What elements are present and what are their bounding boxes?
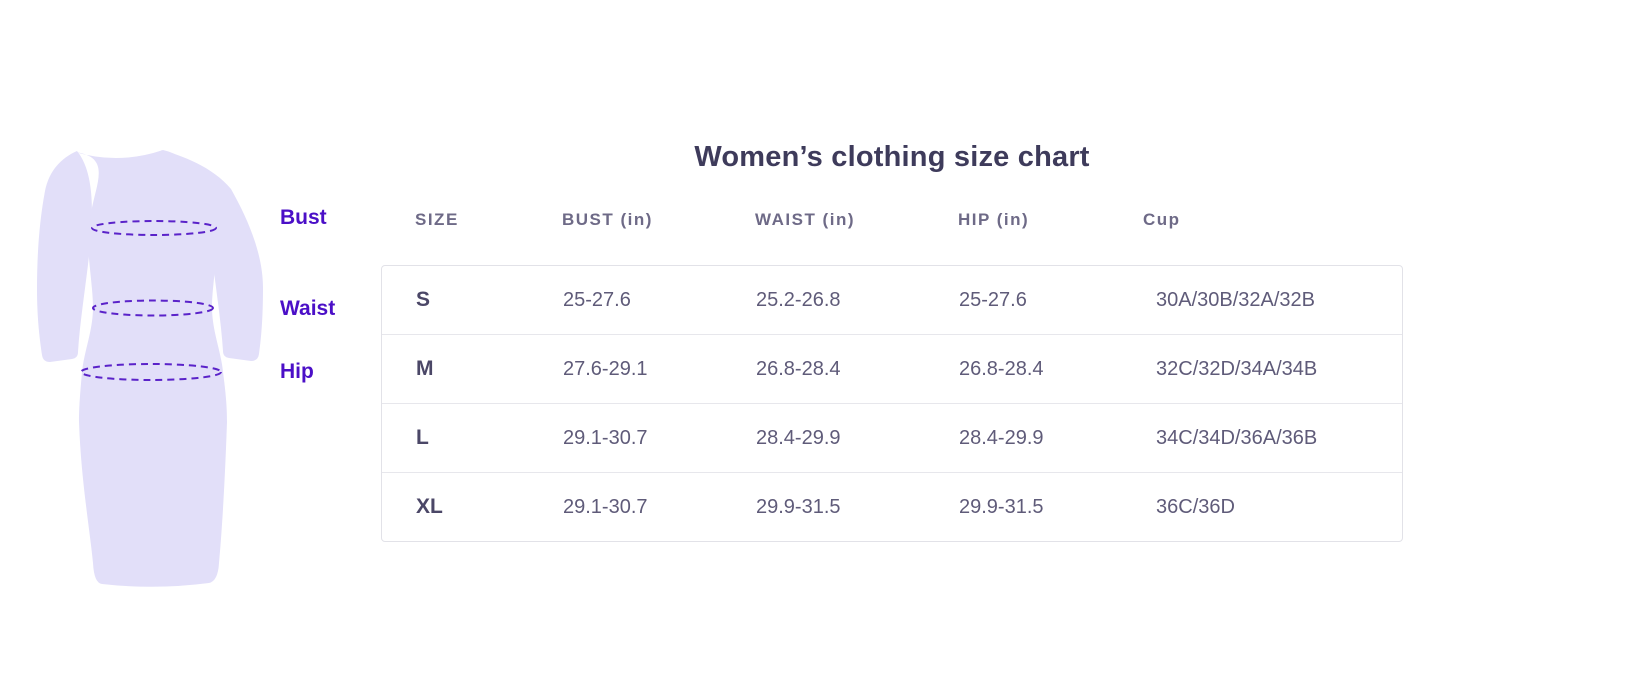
waist-cell: 26.8-28.4	[756, 357, 841, 380]
size-cell: M	[416, 357, 434, 380]
hip-measure-line	[80, 363, 222, 381]
table-row: L 29.1-30.7 28.4-29.9 28.4-29.9 34C/34D/…	[382, 403, 1402, 472]
bust-cell: 29.1-30.7	[563, 495, 648, 518]
size-cell: XL	[416, 495, 443, 518]
bust-cell: 29.1-30.7	[563, 426, 648, 449]
hip-cell: 29.9-31.5	[959, 495, 1044, 518]
cup-cell: 34C/34D/36A/36B	[1156, 426, 1318, 449]
hip-label: Hip	[280, 360, 314, 383]
size-cell: S	[416, 288, 431, 311]
table-row: M 27.6-29.1 26.8-28.4 26.8-28.4 32C/32D/…	[382, 334, 1402, 403]
cup-column-header: Cup	[1143, 210, 1181, 229]
cup-cell: 30A/30B/32A/32B	[1156, 288, 1316, 311]
bust-label: Bust	[280, 206, 327, 229]
size-cell: L	[416, 426, 429, 449]
waist-measure-line	[92, 299, 214, 317]
bust-measure-line	[91, 220, 217, 236]
waist-cell: 25.2-26.8	[756, 288, 841, 311]
size-column-header: SIZE	[415, 210, 459, 229]
hip-cell: 25-27.6	[959, 288, 1027, 311]
waist-label: Waist	[280, 297, 336, 320]
size-table: S 25-27.6 25.2-26.8 25-27.6 30A/30B/32A/…	[381, 265, 1403, 542]
waist-column-header: WAIST (in)	[755, 210, 855, 229]
hip-cell: 28.4-29.9	[959, 426, 1044, 449]
hip-cell: 26.8-28.4	[959, 357, 1044, 380]
table-header-row: SIZE BUST (in) WAIST (in) HIP (in) Cup	[381, 202, 1403, 238]
hip-column-header: HIP (in)	[958, 210, 1030, 229]
cup-cell: 32C/32D/34A/34B	[1156, 357, 1318, 380]
table-row: XL 29.1-30.7 29.9-31.5 29.9-31.5 36C/36D	[382, 472, 1402, 541]
table-row: S 25-27.6 25.2-26.8 25-27.6 30A/30B/32A/…	[382, 266, 1402, 334]
dress-right-sleeve	[161, 150, 263, 361]
bust-cell: 27.6-29.1	[563, 357, 648, 380]
bust-column-header: BUST (in)	[562, 210, 653, 229]
waist-cell: 29.9-31.5	[756, 495, 841, 518]
dress-body	[75, 150, 227, 587]
cup-cell: 36C/36D	[1156, 495, 1235, 518]
dress-illustration	[37, 150, 263, 587]
waist-cell: 28.4-29.9	[756, 426, 841, 449]
bust-cell: 25-27.6	[563, 288, 631, 311]
dress-left-sleeve	[37, 151, 92, 362]
page-title: Women’s clothing size chart	[694, 141, 1090, 174]
